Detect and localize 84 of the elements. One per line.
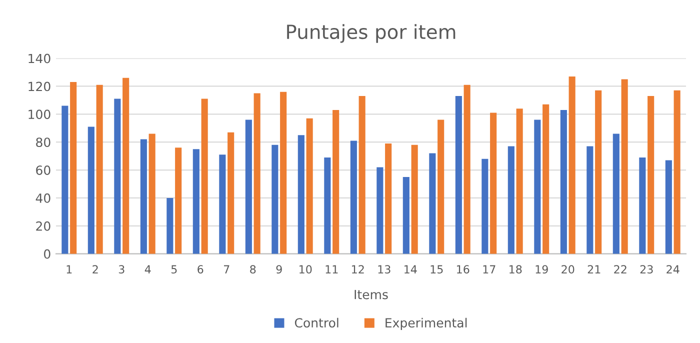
- bar: [438, 120, 444, 254]
- x-tick-label: 22: [614, 265, 626, 274]
- x-axis-title: Items: [354, 290, 388, 300]
- bar: [464, 84, 470, 254]
- x-tick-label: 15: [430, 265, 443, 274]
- x-tick-label: 21: [588, 265, 600, 274]
- bar: [70, 82, 77, 254]
- y-tick-label: 40: [36, 193, 50, 203]
- bar: [560, 110, 567, 254]
- x-tick-label: 2: [92, 265, 98, 274]
- x-tick-label: 6: [198, 265, 204, 274]
- bar: [280, 92, 287, 254]
- bar: [96, 84, 103, 254]
- bar: [228, 132, 234, 254]
- bar: [648, 96, 654, 254]
- x-tick-label: 5: [171, 265, 177, 274]
- x-tick-label: 11: [326, 265, 338, 274]
- x-tick-label: 19: [536, 265, 548, 274]
- bar: [148, 134, 156, 254]
- bar: [219, 154, 226, 254]
- bar: [114, 98, 121, 254]
- x-tick-label: 12: [352, 265, 364, 274]
- bar: [455, 96, 462, 254]
- y-tick-label: 140: [28, 54, 50, 64]
- x-tick-label: 18: [510, 265, 522, 274]
- bar: [568, 76, 576, 254]
- x-tick-label: 3: [118, 265, 124, 274]
- bar: [639, 157, 646, 254]
- bar: [586, 146, 594, 254]
- x-tick-label: 4: [144, 265, 151, 274]
- bar: [411, 144, 418, 254]
- legend-label: Experimental: [386, 318, 467, 330]
- y-tick-label: 80: [36, 138, 50, 148]
- bar: [621, 79, 628, 254]
- bar: [402, 177, 410, 254]
- bar: [482, 158, 488, 254]
- x-tick-label: 8: [250, 265, 256, 274]
- x-tick-label: 16: [457, 265, 470, 274]
- bar: [376, 167, 384, 254]
- legend-label: Control: [294, 318, 338, 328]
- bar: [490, 112, 497, 254]
- y-tick-label: 60: [36, 166, 50, 175]
- bar: [332, 110, 340, 254]
- bar: [192, 149, 200, 254]
- bar: [429, 153, 436, 254]
- bar: [201, 98, 208, 254]
- bar: [350, 140, 357, 254]
- x-tick-label: 20: [562, 265, 574, 274]
- x-tick-label: 10: [300, 265, 312, 274]
- y-tick-label: 100: [28, 110, 50, 120]
- y-tick-label: 120: [28, 82, 50, 92]
- bar: [612, 134, 620, 254]
- bar: [358, 96, 366, 254]
- bar: [306, 118, 313, 254]
- x-tick-label: 24: [666, 265, 680, 274]
- bar: [324, 157, 331, 254]
- bar: [272, 144, 278, 254]
- x-tick-label: 14: [404, 265, 417, 274]
- x-tick-label: 7: [224, 265, 230, 274]
- bar: [674, 90, 680, 254]
- x-tick-label: 13: [378, 265, 390, 274]
- x-tick-label: 23: [640, 265, 653, 274]
- bar: [245, 120, 252, 254]
- chart-title: Puntajes por item: [287, 24, 456, 43]
- bar: [254, 93, 260, 254]
- bar: [122, 78, 130, 254]
- x-tick-label: 1: [66, 265, 72, 274]
- bar: [140, 139, 147, 254]
- bar: [298, 135, 304, 254]
- bar: [175, 148, 182, 254]
- bar: [516, 108, 523, 254]
- bar: [508, 146, 514, 254]
- bar: [166, 198, 174, 254]
- bar: [542, 104, 550, 254]
- bar: [665, 160, 672, 254]
- x-tick-label: 17: [483, 265, 496, 274]
- y-tick-label: 0: [44, 249, 50, 259]
- x-tick-label: 9: [276, 265, 282, 274]
- bar: [595, 90, 602, 254]
- bar: [62, 106, 68, 254]
- y-tick-label: 20: [36, 221, 50, 231]
- bar: [534, 120, 541, 254]
- bar: [385, 143, 392, 254]
- bar: [88, 126, 94, 254]
